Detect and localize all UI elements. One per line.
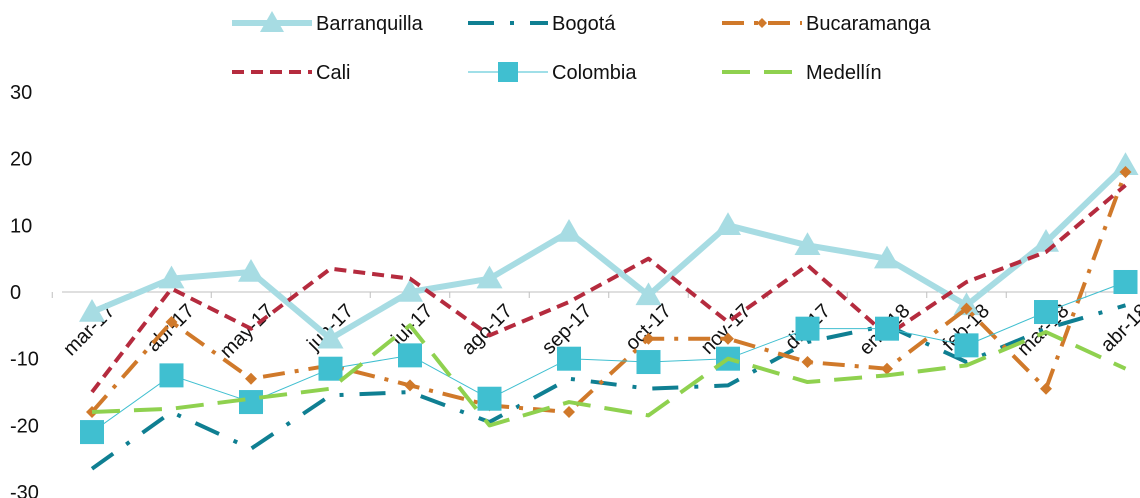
data-point-barranquilla	[397, 279, 423, 302]
data-point-barranquilla	[476, 265, 503, 289]
legend-entry-bogota: Bogotá	[468, 13, 616, 35]
data-point-colombia	[557, 346, 581, 371]
data-point-bucaramanga	[1119, 165, 1132, 178]
series-line-cali	[90, 183, 1127, 394]
data-point-colombia	[636, 350, 661, 375]
y-tick-label: 10	[10, 215, 32, 237]
series-cali	[90, 183, 1127, 394]
legend-marker	[757, 18, 767, 28]
y-tick-label: -30	[10, 482, 39, 498]
legend-entry-cali: Cali	[232, 62, 350, 84]
legend-label: Bucaramanga	[806, 13, 931, 35]
x-tick-label: abr-17	[143, 300, 199, 356]
data-point-barranquilla	[158, 265, 185, 289]
data-point-bucaramanga	[165, 316, 178, 329]
legend-marker	[498, 62, 518, 82]
data-point-colombia	[954, 333, 979, 358]
data-point-barranquilla	[635, 282, 662, 306]
data-point-barranquilla	[874, 245, 900, 269]
legend-entry-colombia: Colombia	[468, 62, 637, 84]
legend-label: Colombia	[552, 62, 637, 84]
series-layer	[79, 152, 1139, 471]
data-point-barranquilla	[556, 218, 582, 242]
data-point-colombia	[398, 343, 422, 368]
data-point-colombia	[1034, 300, 1058, 325]
data-point-bucaramanga	[801, 356, 814, 369]
data-point-barranquilla	[79, 299, 105, 322]
legend-label: Medellín	[806, 62, 882, 84]
data-point-colombia	[477, 386, 502, 411]
data-point-bucaramanga	[404, 379, 416, 392]
series-colombia	[80, 269, 1138, 445]
data-point-bucaramanga	[960, 302, 973, 315]
data-point-colombia	[875, 316, 899, 341]
data-point-bucaramanga	[245, 372, 257, 385]
legend-marker	[260, 11, 284, 32]
data-point-colombia	[318, 356, 343, 381]
series-line-barranquilla	[90, 163, 1128, 342]
y-axis: -30 -20 -10 0 10 20 30	[10, 82, 39, 498]
series-bogota	[90, 303, 1127, 471]
y-tick-label: 0	[10, 282, 21, 304]
legend-label: Barranquilla	[316, 13, 424, 35]
x-tick-label: ago-17	[457, 300, 517, 360]
data-point-colombia	[159, 363, 184, 388]
data-point-bucaramanga	[1040, 382, 1052, 395]
series-line-medellin	[91, 323, 1127, 428]
legend-entry-barranquilla: Barranquilla	[232, 11, 424, 35]
series-bucaramanga	[86, 165, 1132, 419]
x-tick-label: may-17	[216, 300, 279, 363]
series-line-bucaramanga	[90, 171, 1128, 415]
data-point-barranquilla	[238, 258, 264, 282]
data-point-bucaramanga	[881, 362, 893, 375]
data-point-colombia	[795, 316, 820, 341]
legend-label: Bogotá	[552, 13, 616, 35]
legend-label: Cali	[316, 62, 350, 84]
data-point-colombia	[80, 420, 104, 445]
legend-entry-bucaramanga: Bucaramanga	[722, 13, 931, 35]
series-barranquilla	[79, 152, 1139, 349]
data-point-barranquilla	[715, 212, 741, 236]
data-point-bucaramanga	[563, 406, 575, 419]
data-point-barranquilla	[1112, 152, 1139, 176]
y-tick-label: -10	[10, 349, 39, 371]
data-point-colombia	[239, 390, 263, 415]
data-point-barranquilla	[794, 232, 821, 256]
y-tick-label: -20	[10, 415, 39, 437]
data-point-colombia	[1113, 269, 1138, 294]
series-medellin	[91, 323, 1127, 428]
y-tick-label: 20	[10, 149, 32, 171]
data-point-bucaramanga	[642, 332, 655, 345]
data-point-bucaramanga	[722, 332, 734, 345]
series-line-bogota	[90, 303, 1127, 471]
x-tick-label: oct-17	[621, 300, 676, 355]
legend-entry-medellin: Medellín	[722, 62, 882, 84]
y-tick-label: 30	[10, 82, 32, 104]
legend: Barranquilla Bogotá Bucaramanga Cali Colombi…	[232, 11, 931, 84]
data-point-barranquilla	[317, 325, 344, 349]
